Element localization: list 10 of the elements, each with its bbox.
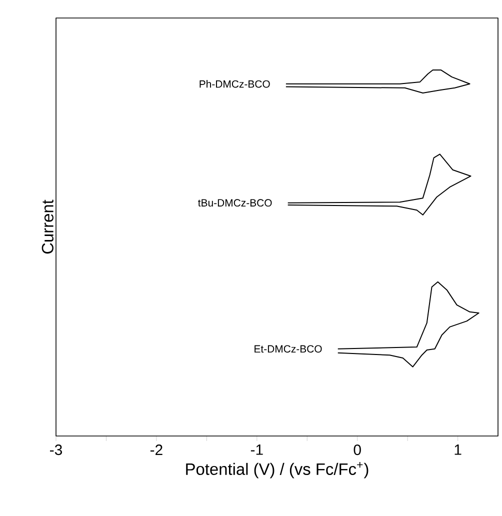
x-tick-label: 0 (354, 444, 361, 456)
y-axis-title: Current (42, 200, 54, 254)
x-tick-label: -1 (250, 444, 263, 455)
x-tick-label: 1 (454, 444, 462, 455)
series-label: Et-DMCz-BCO (254, 345, 322, 353)
x-axis-title: Potential (V) / (vs Fc/Fc$^{+}$) (186, 462, 368, 478)
series-label: tBu-DMCz-BCO (198, 199, 272, 207)
series-label: Ph-DMCz-BCO (200, 80, 270, 88)
x-tick-label: -3 (50, 444, 62, 456)
x-tick-label: -2 (150, 444, 162, 455)
